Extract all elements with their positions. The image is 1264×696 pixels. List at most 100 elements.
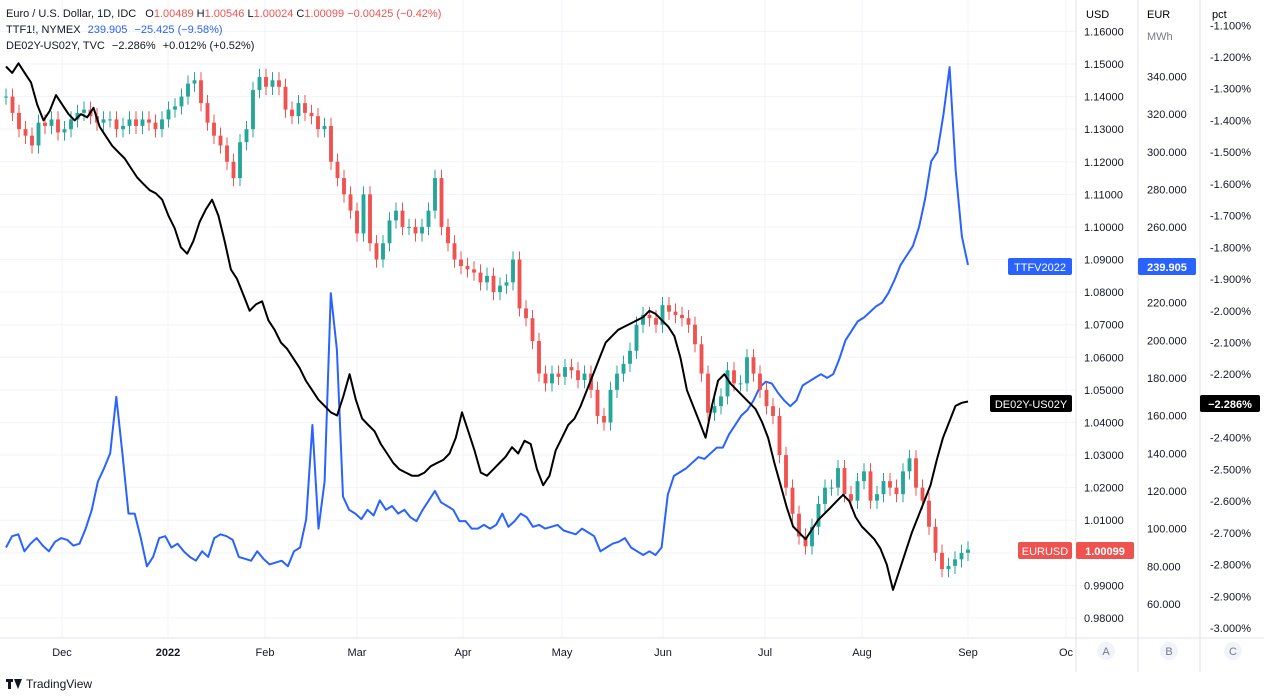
eurusd-candle [231, 161, 236, 179]
eurusd-candle [829, 487, 834, 489]
chart-legend: Euro / U.S. Dollar, 1D, IDC O1.00489 H1.… [6, 6, 441, 54]
legend-ttf-title: TTF1!, NYMEX [6, 24, 81, 36]
eurusd-candle [803, 536, 808, 547]
eurusd-candle [504, 282, 509, 286]
eurusd-candle [225, 145, 229, 162]
eurusd-candle [179, 96, 184, 107]
legend-ttf[interactable]: TTF1!, NYMEX 239.905 −25.425 (−9.58%) [6, 22, 441, 38]
time-tick-label: Mar [348, 647, 367, 659]
time-tick-label: May [552, 647, 573, 659]
pct-tick-label: -2.900% [1210, 591, 1251, 603]
eur-tick-label: 300.000 [1147, 147, 1187, 159]
eurusd-candle [153, 122, 158, 130]
eur-tick-label: 220.000 [1147, 298, 1187, 310]
time-tick-label: Apr [454, 647, 471, 659]
usd-tick-label: 1.04000 [1084, 417, 1124, 429]
eurusd-candle [712, 406, 717, 413]
eurusd-candle [758, 373, 762, 390]
eurusd-candle [582, 373, 587, 381]
eur-axis-unit: MWh [1147, 31, 1173, 43]
eurusd-candle [270, 80, 275, 87]
eurusd-candle [751, 357, 756, 374]
eurusd-candle [894, 487, 899, 495]
ttf-price-tag: TTFV2022 239.905 [1008, 258, 1196, 275]
eurusd-candle [543, 373, 548, 384]
spread-series-line [5, 62, 969, 591]
eur-tick-label: 160.000 [1147, 411, 1187, 423]
eur-tick-label: 260.000 [1147, 222, 1187, 234]
eurusd-candle [368, 194, 372, 244]
eur-tick-label: 200.000 [1147, 335, 1187, 347]
chart-grid [0, 0, 1076, 638]
usd-axis-header: USD [1086, 9, 1109, 21]
eurusd-candle [283, 86, 288, 110]
time-tick-label: 2022 [156, 647, 180, 659]
eurusd-candle [75, 112, 80, 120]
ttf-tag-price: 239.905 [1147, 262, 1187, 274]
eurusd-candle [777, 415, 782, 456]
eurusd-candle [407, 226, 411, 228]
legend-spread[interactable]: DE02Y-US02Y, TVC −2.286% +0.012% (+0.52%… [6, 38, 441, 54]
eurusd-candle [946, 565, 951, 570]
scale-a-button[interactable]: A [1097, 642, 1115, 660]
eurusd-candle [615, 373, 619, 390]
eurusd-candle [121, 125, 125, 130]
eurusd-candle [914, 458, 918, 488]
legend-eurusd[interactable]: Euro / U.S. Dollar, 1D, IDC O1.00489 H1.… [6, 6, 441, 22]
eurusd-candle [693, 324, 697, 345]
eurusd-price-tag: EURUSD 1.00099 [1018, 542, 1134, 559]
pct-tick-label: -1.500% [1210, 147, 1251, 159]
eurusd-candle [608, 389, 613, 423]
eurusd-candle [82, 109, 86, 113]
eurusd-candle [478, 272, 483, 283]
legend-low: 1.00024 [253, 8, 294, 20]
scale-a-label: A [1102, 646, 1110, 658]
eurusd-candle [524, 308, 528, 319]
eurusd-candle [920, 487, 925, 501]
eurusd-candle [842, 468, 847, 495]
usd-tick-label: 1.07000 [1084, 320, 1124, 332]
eurusd-candle [797, 513, 801, 537]
eurusd-candle [654, 318, 658, 325]
legend-open-label: O [145, 8, 154, 20]
eurusd-candle [10, 96, 15, 113]
eurusd-candle [238, 142, 242, 179]
legend-change: −0.00425 (−0.42%) [347, 8, 442, 20]
usd-tick-label: 1.01000 [1084, 515, 1124, 527]
chart-canvas[interactable]: 1.16000 1.15000 1.14000 1.13000 1.12000 1.110… [0, 0, 1264, 672]
eurusd-candle [771, 406, 775, 416]
pct-axis: -1.100% -1.200% -1.300% -1.400% -1.500% -1.60… [1210, 20, 1251, 635]
eurusd-candle [602, 415, 606, 423]
eurusd-candle [465, 266, 470, 270]
scale-b-button[interactable]: B [1160, 642, 1178, 660]
scale-c-button[interactable]: C [1224, 642, 1242, 660]
eurusd-candle [381, 243, 385, 260]
usd-tick-label: 1.14000 [1084, 92, 1124, 104]
legend-close-label: C [296, 8, 305, 20]
legend-high-label: H [196, 8, 205, 20]
eurusd-candle [420, 226, 424, 234]
time-tick-label: Dec [52, 647, 72, 659]
pct-tick-label: -2.400% [1210, 433, 1251, 445]
eurusd-candle [933, 526, 938, 553]
eur-axis: 340.000320.000300.000280.000260.000240.0… [1147, 72, 1187, 612]
pct-tick-label: -2.800% [1210, 560, 1251, 572]
usd-tick-label: 1.12000 [1084, 157, 1124, 169]
eur-tick-label: 320.000 [1147, 109, 1187, 121]
time-axis: Dec 2022 Feb Mar Apr May Jun Jul Aug Sep Oc [52, 647, 1073, 659]
eurusd-candle [725, 370, 730, 397]
tradingview-logo[interactable]: TradingView [6, 677, 92, 691]
ttf-tag-label: TTFV2022 [1014, 262, 1066, 274]
legend-high: 1.00546 [204, 8, 245, 20]
eurusd-candle [940, 552, 944, 570]
eurusd-candle [706, 373, 710, 413]
eurusd-candle [745, 357, 749, 384]
eurusd-candle [862, 471, 866, 482]
pct-tick-label: -2.200% [1210, 369, 1251, 381]
eurusd-candle [335, 161, 340, 179]
eurusd-candle [719, 396, 723, 407]
eurusd-candle [134, 119, 138, 126]
eurusd-candles-layer [4, 68, 970, 578]
eurusd-tag-price: 1.00099 [1085, 546, 1125, 558]
eurusd-candle [439, 178, 444, 227]
